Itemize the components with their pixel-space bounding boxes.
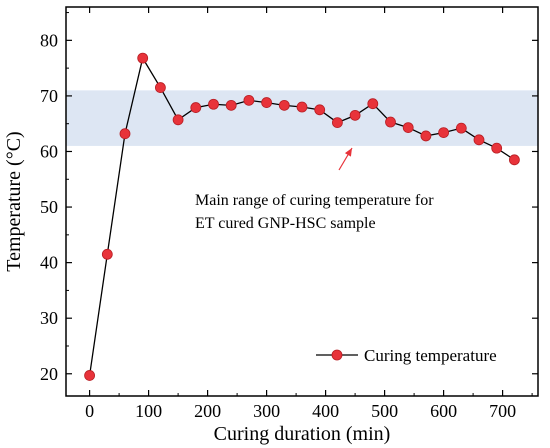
curing-range-band — [66, 90, 538, 146]
y-tick-label: 80 — [40, 30, 58, 50]
data-point — [455, 122, 467, 134]
data-point — [101, 248, 113, 260]
y-tick-label: 40 — [40, 253, 58, 273]
data-point — [491, 142, 503, 154]
x-tick-label: 700 — [489, 401, 516, 421]
x-tick-label: 200 — [194, 401, 221, 421]
y-tick-label: 50 — [40, 197, 58, 217]
data-point — [278, 99, 290, 111]
data-point — [243, 94, 255, 106]
data-point — [225, 99, 237, 111]
legend: Curing temperature — [316, 346, 497, 365]
data-point — [137, 52, 149, 64]
x-tick-label: 0 — [85, 401, 94, 421]
data-point — [402, 122, 414, 133]
y-tick-label: 20 — [40, 364, 58, 384]
y-tick-label: 70 — [40, 86, 58, 106]
data-point — [154, 82, 166, 93]
y-tick-label: 30 — [40, 308, 58, 328]
data-point — [84, 370, 95, 381]
data-point — [331, 117, 343, 128]
x-axis-title: Curing duration (min) — [214, 423, 391, 445]
data-point — [119, 128, 131, 140]
legend-label: Curing temperature — [364, 346, 497, 365]
x-tick-label: 100 — [135, 401, 162, 421]
y-tick-label: 60 — [40, 141, 58, 161]
data-point — [208, 98, 219, 110]
x-tick-label: 600 — [430, 401, 457, 421]
data-point — [473, 134, 485, 146]
data-point — [438, 127, 450, 138]
annotation-line-1: Main range of curing temperature for — [195, 192, 434, 209]
data-point — [367, 98, 379, 110]
x-tick-label: 300 — [253, 401, 280, 421]
data-point — [190, 102, 202, 113]
y-axis-title: Temperature (°C) — [3, 131, 25, 271]
data-point — [296, 101, 308, 113]
annotation-line-2: ET cured GNP-HSC sample — [195, 215, 376, 232]
data-point — [509, 154, 520, 166]
data-point — [349, 109, 361, 121]
data-point — [420, 130, 432, 142]
data-point — [385, 116, 396, 128]
data-point — [314, 104, 326, 116]
x-tick-label: 500 — [371, 401, 398, 421]
legend-marker — [331, 349, 343, 361]
x-tick-label: 400 — [312, 401, 339, 421]
data-point — [261, 97, 273, 108]
plot-frame — [65, 6, 539, 397]
annotation-arrowhead — [344, 148, 352, 157]
data-point — [172, 114, 184, 126]
